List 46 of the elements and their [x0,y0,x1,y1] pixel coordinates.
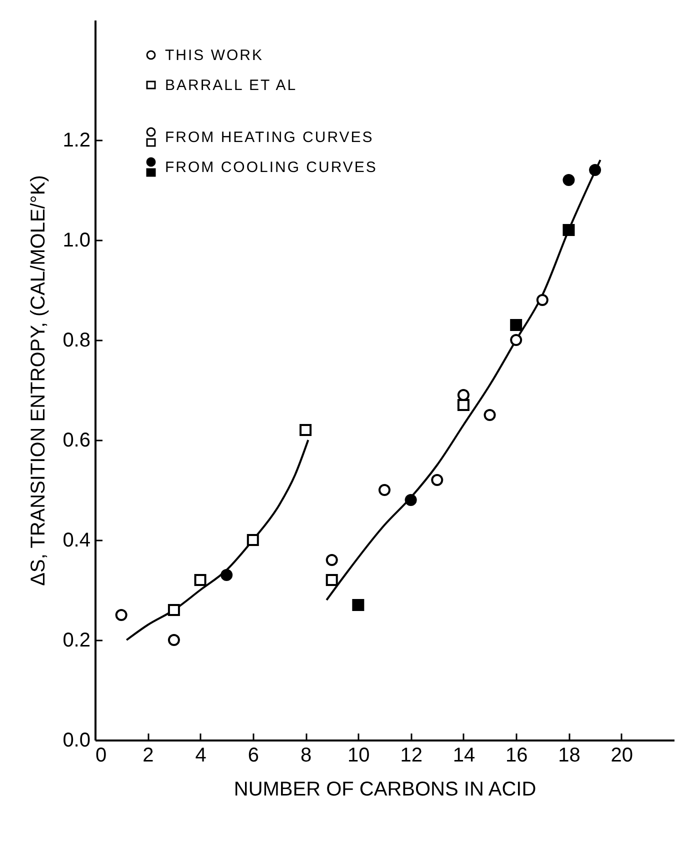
y-axis-title: ΔS, TRANSITION ENTROPY, (CAL/MOLE/°K) [28,175,50,586]
point [510,334,522,346]
point [220,569,233,581]
y-tick-label: 1.2 [62,130,90,152]
point [589,164,602,176]
point [562,224,575,236]
x-tick-label: 4 [195,744,206,766]
x-tick-label: 0 [96,744,107,766]
point [484,409,496,421]
x-axis-title: NUMBER OF CARBONS IN ACID [234,778,536,800]
x-tick-label: 14 [452,744,476,766]
point [115,609,128,621]
y-tick-label: 0.2 [62,630,90,652]
point [536,294,548,306]
line-series [126,439,310,641]
x-tick-label: 20 [610,744,633,766]
annotation: THIS WORK [165,46,264,64]
point [378,484,390,496]
x-tick-label: 6 [248,744,259,766]
point [404,494,417,506]
annotation: FROM COOLING CURVES [165,158,378,176]
y-tick-label: 0.0 [62,730,90,752]
point [326,574,338,586]
y-tick-label: 0.4 [62,530,90,552]
y-tick-label: 0.8 [62,330,90,352]
point [168,604,180,616]
point [431,474,444,486]
point [352,599,364,611]
x-tick-label: 12 [400,744,422,766]
point [246,534,259,546]
point [562,174,575,186]
point [326,554,338,566]
x-tick-label: 10 [348,744,370,766]
point [300,424,312,436]
y-tick-label: 1.0 [62,230,90,252]
x-tick-label: 18 [558,744,580,766]
x-tick-label: 2 [142,744,154,766]
point [510,319,522,331]
point [168,634,180,646]
point [457,399,470,411]
x-tick-label: 8 [300,744,312,766]
annotation: BARRALL ET AL [165,76,298,94]
annotation: FROM HEATING CURVES [165,128,374,146]
y-tick-label: 0.6 [62,430,90,452]
x-tick-label: 16 [505,744,528,766]
point [194,574,206,586]
